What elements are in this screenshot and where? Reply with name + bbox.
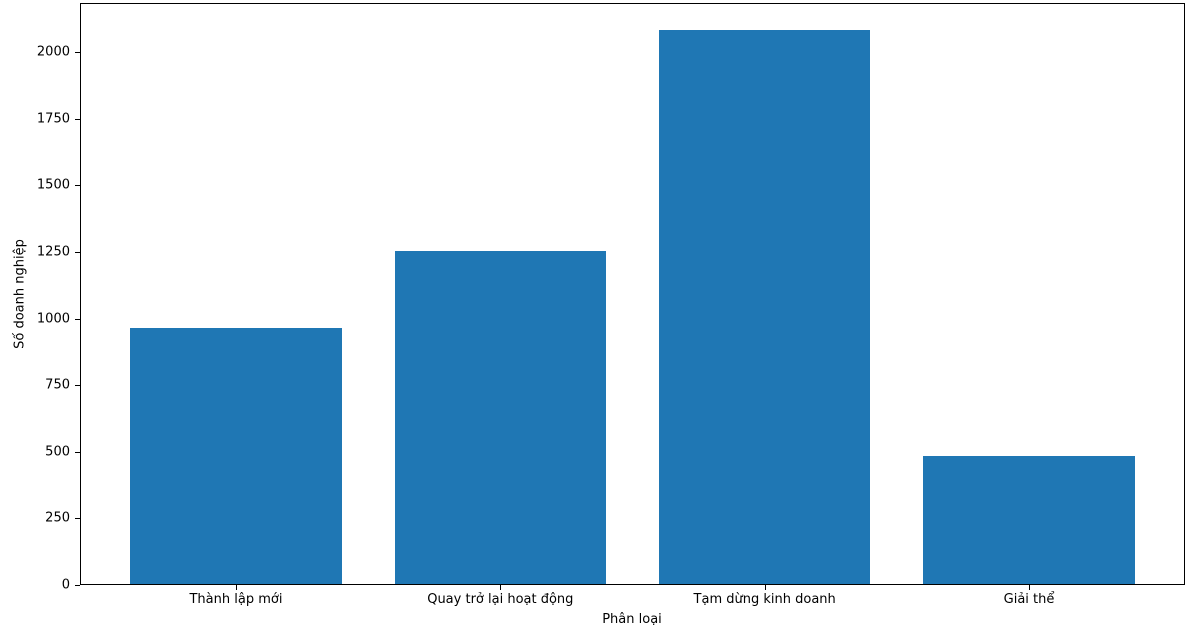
x-tick-mark (764, 585, 766, 590)
y-tick-mark (75, 385, 80, 387)
y-tick-label: 1750 (36, 111, 70, 127)
bar (923, 456, 1135, 584)
x-tick-label: Tạm dừng kinh doanh (693, 592, 836, 607)
y-tick-label: 0 (61, 577, 70, 593)
y-tick-mark (75, 251, 80, 253)
x-tick-label: Thành lập mới (189, 592, 283, 607)
x-tick-mark (1029, 585, 1031, 590)
x-tick-label: Giải thể (1003, 592, 1055, 607)
bar (394, 250, 607, 584)
y-tick-label: 2000 (36, 44, 70, 60)
y-tick-mark (75, 585, 80, 586)
x-tick-mark (500, 585, 502, 590)
x-tick-mark (235, 585, 237, 590)
y-tick-label: 1500 (36, 177, 70, 193)
plot-area (80, 3, 1185, 585)
y-axis-label: Số doanh nghiệp (12, 239, 28, 349)
y-tick-mark (75, 518, 80, 520)
y-tick-label: 500 (45, 444, 70, 460)
y-tick-label: 1000 (36, 311, 70, 327)
bar (658, 29, 871, 584)
y-tick-mark (75, 118, 80, 120)
y-tick-mark (75, 52, 80, 54)
y-tick-label: 1250 (36, 244, 70, 260)
y-tick-mark (75, 451, 80, 453)
x-tick-label: Quay trở lại hoạt động (427, 592, 574, 607)
x-axis-label: Phân loại (602, 612, 662, 627)
bar (130, 328, 342, 584)
y-tick-label: 750 (45, 377, 70, 393)
y-tick-mark (75, 185, 80, 187)
y-tick-mark (75, 318, 80, 320)
y-tick-label: 250 (45, 510, 70, 526)
